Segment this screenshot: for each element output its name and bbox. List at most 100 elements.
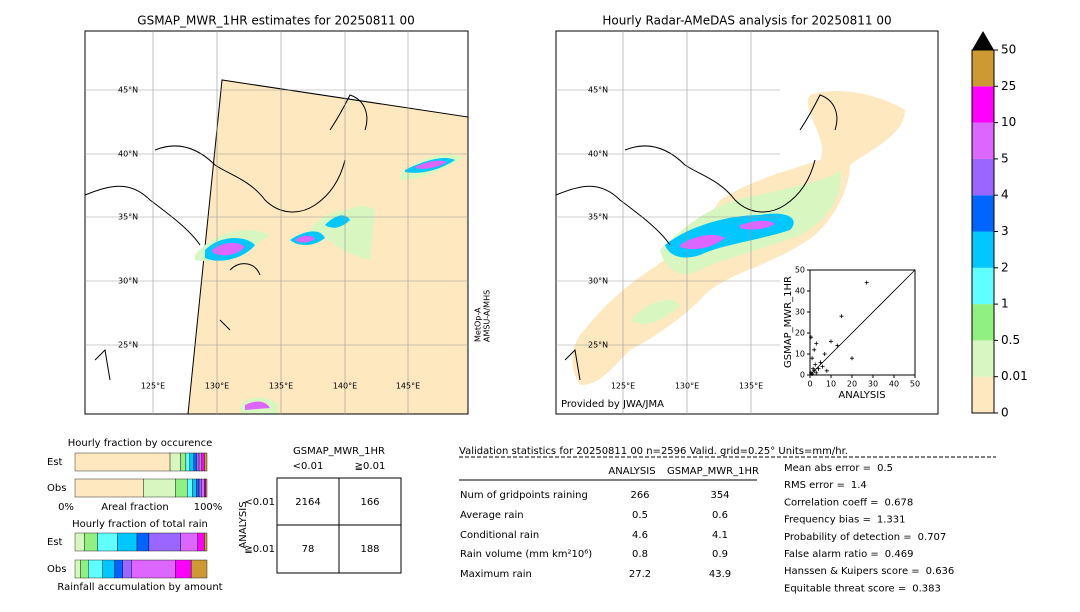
stat-value: 27.2: [629, 569, 651, 580]
row-label: Est: [47, 457, 63, 468]
colorbar-segment: [972, 195, 994, 232]
table-title: GSMAP_MWR_1HR: [293, 446, 385, 457]
scatter-point: [809, 335, 814, 340]
scatter-point: [818, 360, 823, 365]
row-label: Est: [47, 537, 63, 548]
scatter-point: [822, 352, 827, 356]
table-cell: 166: [360, 497, 379, 508]
scatter-point: [850, 356, 854, 361]
stat-label: Average rain: [460, 510, 524, 521]
score-label: Probability of detection =: [784, 532, 912, 543]
lat-label: 25°N: [118, 341, 138, 350]
fraction-segment: [117, 532, 138, 552]
lat-label: 30°N: [118, 277, 138, 286]
column-label: ≧0.01: [355, 461, 386, 472]
y-tick-label: 20: [795, 329, 805, 338]
lon-label: 130°E: [205, 382, 229, 391]
x-tick-label: 10: [826, 380, 836, 389]
fraction-segment: [97, 532, 118, 552]
table-cell: 78: [302, 544, 315, 555]
scatter-point: [824, 368, 829, 373]
colorbar-label: 0: [1001, 406, 1009, 420]
fraction-segment: [80, 559, 89, 579]
score-label: RMS error =: [784, 480, 845, 491]
lon-label: 135°E: [739, 382, 763, 391]
y-tick-label: 0: [800, 371, 805, 380]
fraction-segment: [102, 559, 115, 579]
validation-header: Validation statistics for 20250811 00 n=…: [459, 446, 848, 457]
y-tick-label: 50: [795, 266, 805, 275]
fraction-segment: [169, 452, 181, 472]
scatter-point: [814, 370, 819, 375]
score-value: 1.331: [877, 515, 906, 526]
score-value: 0.707: [918, 532, 947, 543]
score-value: 0.383: [912, 583, 941, 594]
fraction-segment: [87, 559, 103, 579]
scatter-frame: [809, 269, 916, 376]
lon-label: 130°E: [675, 382, 699, 391]
stat-label: Rain volume (mm km²10⁶): [460, 549, 592, 560]
fraction-segment: [204, 532, 208, 552]
coastline: [84, 94, 368, 381]
colorbar-segment: [972, 304, 994, 341]
colorbar-label: 25: [1001, 79, 1016, 93]
lat-label: 30°N: [588, 277, 608, 286]
score-label: Mean abs error =: [784, 463, 871, 474]
fraction-segment: [198, 478, 202, 498]
lat-label: 45°N: [588, 86, 608, 95]
fraction-segment: [175, 559, 192, 579]
score-value: 1.4: [851, 480, 867, 491]
lat-label: 45°N: [118, 86, 138, 95]
axis-label: Areal fraction: [101, 502, 168, 513]
credit: Provided by JWA/JMA: [561, 399, 664, 410]
fraction-segment: [197, 532, 205, 552]
scatter-point: [811, 366, 816, 371]
row-label: ≧0.01: [244, 544, 275, 555]
table-cell: 188: [360, 544, 379, 555]
colorbar-segment: [972, 340, 994, 377]
fraction-segment: [74, 478, 144, 498]
column-label: ANALYSIS: [608, 466, 655, 477]
y-tick-label: 40: [795, 287, 805, 296]
fraction-segment: [180, 532, 198, 552]
scatter-point: [812, 347, 817, 352]
fraction-segment: [192, 478, 197, 498]
scatter-point: [864, 280, 869, 285]
y-tick-label: 30: [795, 308, 805, 317]
stat-label: Maximum rain: [460, 569, 532, 580]
panel-footer: Rainfall accumulation by amount: [57, 582, 222, 593]
colorbar-extend: [972, 31, 994, 50]
scatter-point: [810, 356, 815, 361]
fraction-segment: [84, 532, 98, 552]
scatter-point: [835, 343, 840, 348]
lon-label: 135°E: [269, 382, 293, 391]
fraction-segment: [74, 452, 171, 472]
stat-value: 0.9: [712, 549, 728, 560]
column-label: GSMAP_MWR_1HR: [667, 466, 759, 477]
colorbar-segment: [972, 158, 994, 196]
fraction-segment: [204, 452, 208, 472]
fraction-segment: [148, 532, 181, 552]
scatter-bg: [778, 262, 926, 402]
scatter-point: [812, 368, 817, 373]
y-tick-label: 10: [795, 350, 805, 359]
colorbar-segment: [972, 376, 994, 413]
map-title: Hourly Radar-AMeDAS analysis for 2025081…: [602, 14, 891, 28]
fraction-segment: [136, 532, 150, 552]
score-value: 0.469: [885, 549, 914, 560]
fraction-segment: [114, 559, 123, 579]
fraction-segment: [189, 452, 194, 472]
coastline: [555, 94, 838, 381]
stat-value: 266: [630, 490, 649, 501]
scatter-point: [814, 341, 819, 346]
fraction-segment: [122, 559, 132, 579]
fraction-segment: [175, 478, 188, 498]
colorbar-segment: [972, 50, 994, 87]
score-label: Frequency bias =: [784, 515, 871, 526]
colorbar-label: 50: [1001, 43, 1016, 57]
colorbar-label: 2: [1001, 260, 1009, 274]
left-map: GSMAP_MWR_1HR estimates for 20250811 00: [84, 14, 469, 415]
colorbar-label: 5: [1001, 151, 1009, 165]
column-label: <0.01: [293, 461, 324, 472]
x-tick-label: 50: [910, 380, 920, 389]
